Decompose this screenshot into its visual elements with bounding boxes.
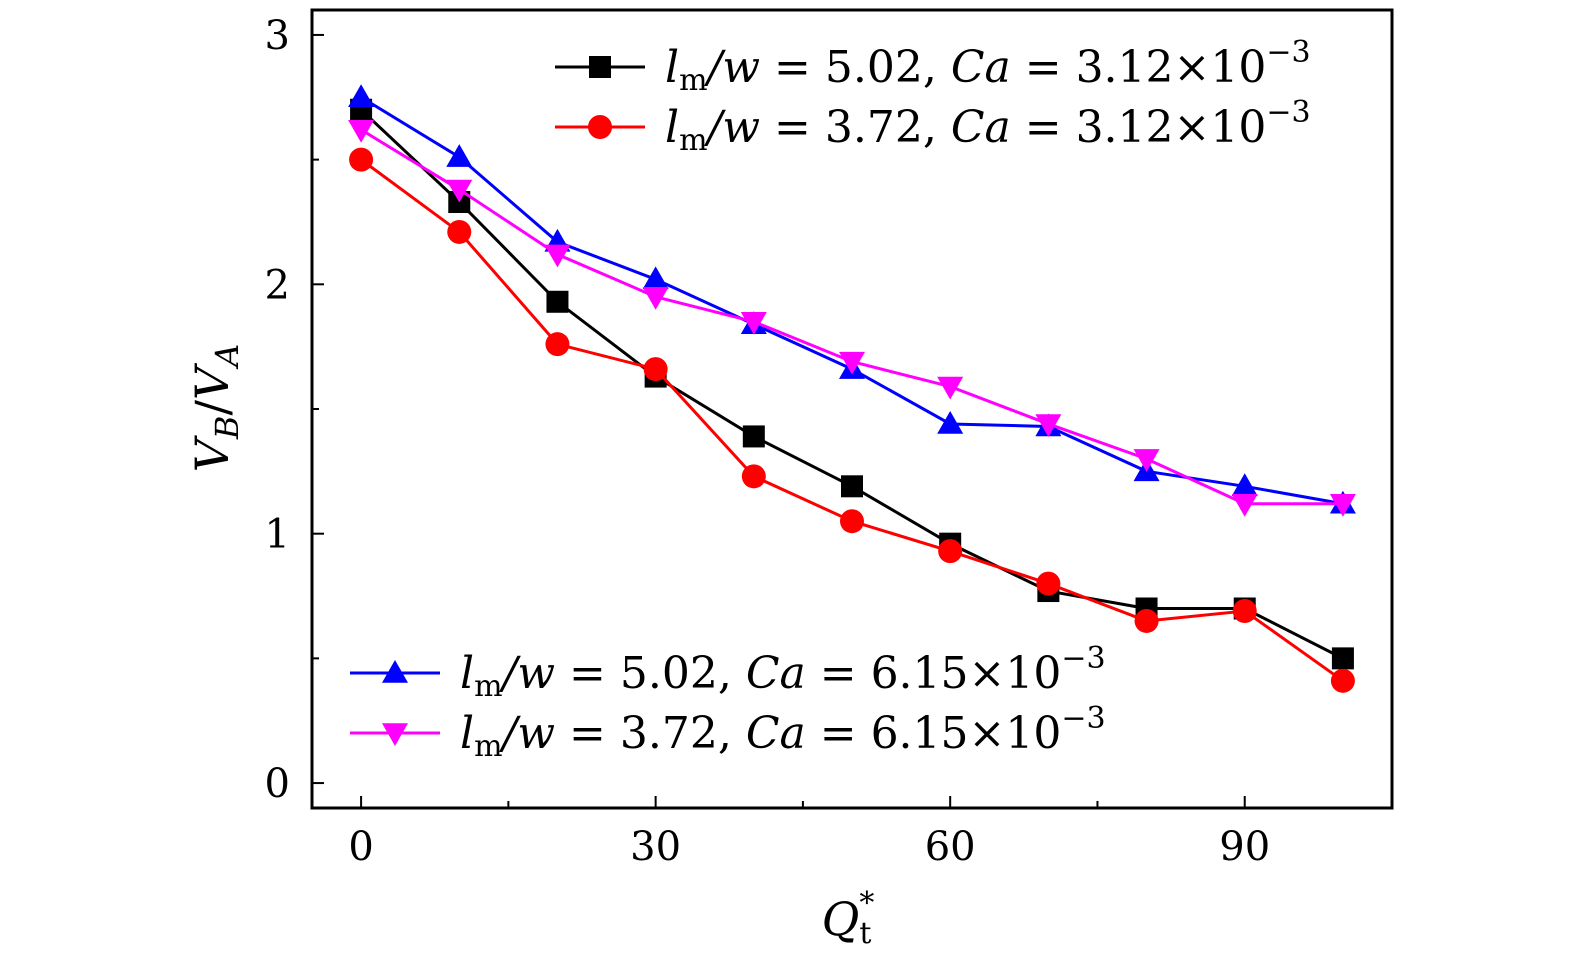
legend-item-4: lm/w = 3.72, Ca = 6.15×10−3 bbox=[350, 701, 1106, 764]
data-point bbox=[1036, 571, 1061, 596]
series-line bbox=[360, 128, 1343, 506]
y-tick-label: 1 bbox=[265, 512, 290, 558]
data-point bbox=[1232, 598, 1257, 623]
legend: lm/w = 5.02, Ca = 3.12×10−3lm/w = 3.72, … bbox=[350, 35, 1311, 764]
data-point bbox=[446, 179, 473, 203]
series-2 bbox=[349, 147, 1355, 693]
data-point bbox=[544, 244, 571, 268]
legend-label: lm/w = 5.02, Ca = 3.12×10−3 bbox=[665, 35, 1311, 98]
y-tick-label: 3 bbox=[265, 13, 290, 59]
data-point bbox=[546, 290, 569, 313]
data-point bbox=[349, 147, 374, 172]
legend-label: lm/w = 3.72, Ca = 3.12×10−3 bbox=[665, 95, 1311, 158]
data-point bbox=[938, 539, 963, 564]
data-point bbox=[1133, 449, 1160, 472]
data-point bbox=[348, 119, 375, 143]
legend-item-2: lm/w = 3.72, Ca = 3.12×10−3 bbox=[555, 95, 1311, 158]
axis-ticks: 0 30 60 90 0 1 2 3 bbox=[265, 13, 1271, 870]
y-axis-label: VB/VA bbox=[185, 344, 246, 473]
legend-marker bbox=[382, 660, 408, 683]
legend-label: lm/w = 3.72, Ca = 6.15×10−3 bbox=[460, 701, 1106, 764]
data-point bbox=[1329, 494, 1356, 517]
y-tick-label: 0 bbox=[265, 761, 290, 807]
data-point bbox=[643, 357, 668, 382]
data-point bbox=[1231, 473, 1258, 497]
x-tick-label: 0 bbox=[348, 824, 373, 870]
legend-marker bbox=[382, 723, 408, 746]
data-point bbox=[447, 219, 472, 244]
series-line bbox=[360, 158, 1344, 683]
data-point bbox=[348, 84, 375, 108]
data-point bbox=[1035, 414, 1062, 437]
data-point bbox=[937, 376, 964, 400]
legend-label: lm/w = 5.02, Ca = 6.15×10−3 bbox=[460, 641, 1106, 704]
legend-item-3: lm/w = 5.02, Ca = 6.15×10−3 bbox=[350, 641, 1106, 704]
series-line bbox=[360, 108, 1344, 660]
x-tick-label: 60 bbox=[925, 824, 976, 870]
x-tick-label: 90 bbox=[1219, 824, 1270, 870]
data-point bbox=[1231, 494, 1258, 517]
data-point bbox=[742, 425, 765, 448]
data-point bbox=[1330, 668, 1355, 693]
legend-marker bbox=[588, 115, 612, 139]
series-line bbox=[360, 96, 1344, 506]
data-point bbox=[840, 509, 864, 534]
series-layer bbox=[348, 84, 1356, 693]
series-4 bbox=[348, 119, 1356, 517]
data-point bbox=[937, 410, 964, 434]
x-axis-label: Qt* bbox=[822, 886, 875, 951]
x-tick-label: 30 bbox=[630, 824, 681, 870]
data-point bbox=[642, 266, 669, 290]
legend-marker bbox=[589, 56, 611, 78]
data-point bbox=[740, 311, 767, 335]
y-tick-label: 2 bbox=[265, 262, 290, 308]
data-point bbox=[1331, 647, 1354, 670]
data-point bbox=[1134, 608, 1159, 633]
axis-labels: Qt* VB/VA bbox=[185, 344, 874, 951]
series-1 bbox=[350, 98, 1354, 670]
data-point bbox=[839, 351, 865, 375]
data-point bbox=[741, 464, 766, 489]
data-point bbox=[545, 332, 570, 357]
data-point bbox=[841, 475, 863, 498]
data-point bbox=[446, 144, 473, 167]
legend-item-1: lm/w = 5.02, Ca = 3.12×10−3 bbox=[555, 35, 1311, 98]
data-point bbox=[642, 287, 669, 310]
